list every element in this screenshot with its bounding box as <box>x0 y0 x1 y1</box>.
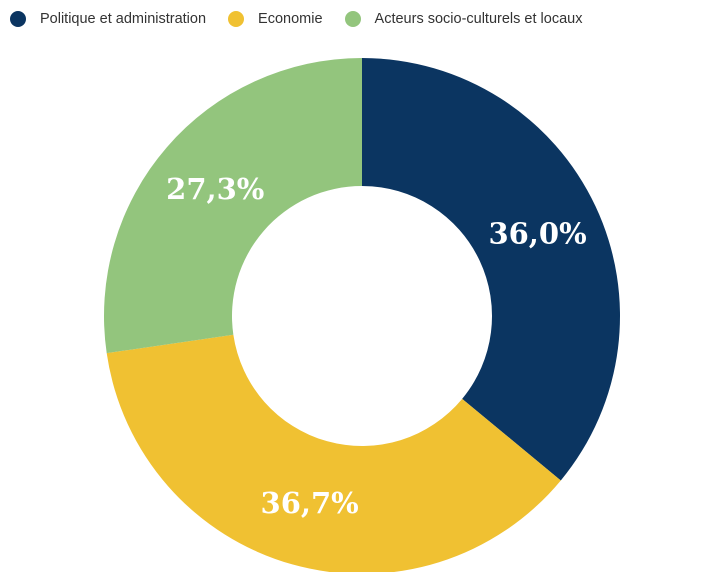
slice-value-label: 36,7% <box>261 486 359 520</box>
donut-slice-1[interactable] <box>106 334 561 572</box>
legend-label: Economie <box>258 11 323 27</box>
legend-item-politique[interactable]: Politique et administration <box>10 11 206 27</box>
donut-slice-2[interactable] <box>103 58 362 354</box>
donut-slice-0[interactable] <box>362 58 620 481</box>
legend-label: Politique et administration <box>40 11 207 27</box>
slice-value-label: 36,0% <box>488 216 586 250</box>
legend-marker <box>10 11 26 27</box>
legend-item-acteurs[interactable]: Acteurs socio-culturels et locaux <box>344 11 583 27</box>
legend-label: Acteurs socio-culturels et locaux <box>374 11 583 27</box>
slice-value-label: 27,3% <box>166 172 264 206</box>
legend-item-economie[interactable]: Economie <box>228 11 323 27</box>
chart-legend: Politique et administration Economie Act… <box>10 11 582 27</box>
legend-marker <box>228 11 245 27</box>
legend-marker <box>344 11 361 27</box>
